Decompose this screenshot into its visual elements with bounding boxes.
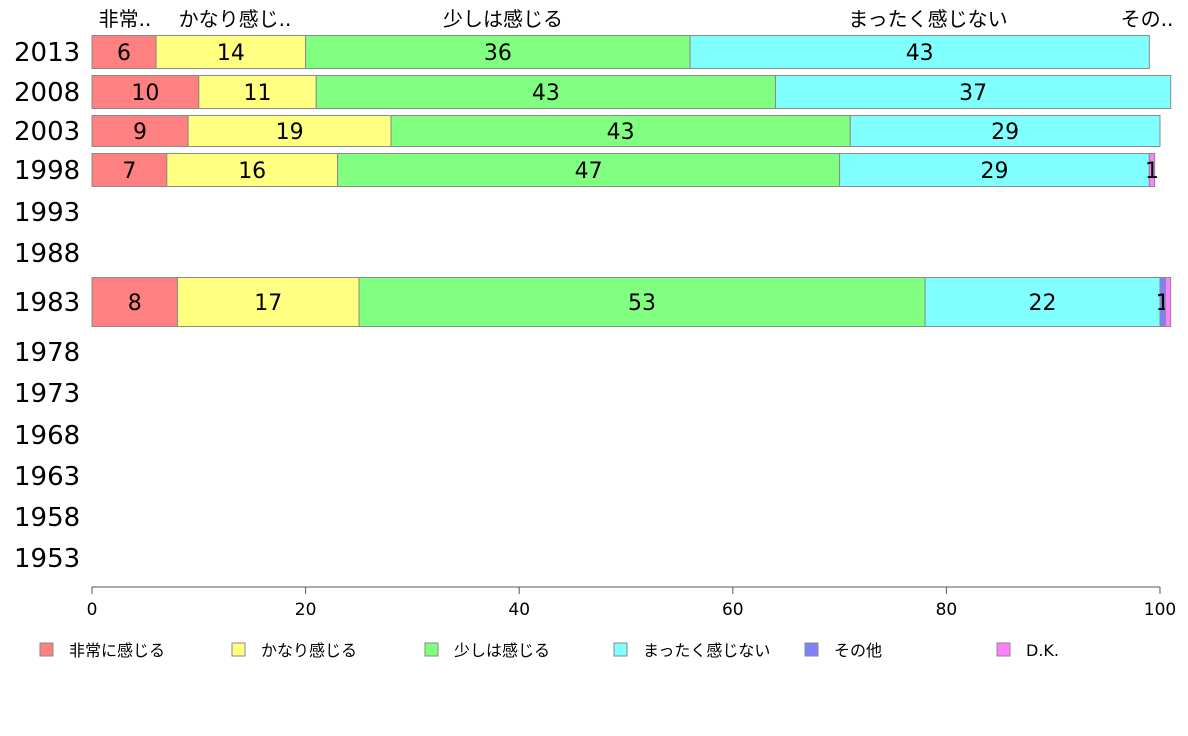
legend-swatch-5 [996,642,1011,657]
legend-label-3: まったく感じない [643,641,770,660]
bar-segment-1998-1 [166,153,339,187]
bar-segment-1983-1 [176,277,360,327]
x-tick-label-20: 20 [295,600,317,620]
bar-segment-2003-3 [849,115,1161,147]
year-label-1988: 1988 [14,239,80,269]
bar-segment-2008-0 [91,75,200,109]
bar-segment-2013-3 [689,35,1150,69]
bar-segment-2003-1 [187,115,392,147]
year-label-1973: 1973 [14,379,80,409]
data-label-1998-1: 16 [238,159,266,184]
data-label-2003-0: 9 [133,120,147,145]
year-label-1993: 1993 [14,198,80,228]
data-label-1983-1: 17 [254,291,282,316]
top-label-notatall: まったく感じない [848,7,1007,31]
legend-label-0: 非常に感じる [69,641,165,660]
year-label-1983: 1983 [14,288,80,318]
legend-swatch-0 [39,642,54,657]
bar-segment-2008-1 [198,75,317,109]
bar-segment-1998-5 [1148,153,1156,187]
data-label-2013-2: 36 [484,41,512,66]
bar-segment-2008-3 [775,75,1172,109]
data-label-2013-0: 6 [117,41,131,66]
year-label-1998: 1998 [14,156,80,186]
bar-segment-2003-0 [91,115,189,147]
year-label-2008: 2008 [14,78,80,108]
data-label-1998-0: 7 [122,159,136,184]
x-tick-label-40: 40 [508,600,530,620]
year-label-2003: 2003 [14,117,80,147]
data-label-1998-5: 1 [1145,159,1159,184]
x-tick-label-100: 100 [1144,600,1176,620]
data-label-2003-1: 19 [276,120,304,145]
data-label-2008-2: 43 [532,81,560,106]
data-label-1998-2: 47 [575,159,603,184]
x-tick-label-60: 60 [722,600,744,620]
bar-segment-2013-1 [155,35,307,69]
data-label-2013-1: 14 [217,41,245,66]
top-label-other: その.. [1121,7,1174,31]
data-label-2008-0: 10 [131,81,159,106]
x-tick-label-80: 80 [936,600,958,620]
top-label-very: 非常.. [99,7,152,31]
legend-label-4: その他 [834,641,882,660]
data-label-2008-1: 11 [244,81,272,106]
year-label-2013: 2013 [14,38,80,68]
top-label-little: 少しは感じる [443,7,563,31]
data-label-2003-2: 43 [607,120,635,145]
x-tick-label-0: 0 [87,600,98,620]
year-label-1963: 1963 [14,462,80,492]
legend-label-5: D.K. [1026,641,1059,660]
data-label-1998-3: 29 [980,159,1008,184]
data-label-1983-3: 22 [1029,291,1057,316]
year-label-1958: 1958 [14,503,80,533]
data-label-2003-3: 29 [991,120,1019,145]
data-label-2013-3: 43 [906,41,934,66]
data-label-1983-0: 8 [128,291,142,316]
legend-label-2: 少しは感じる [454,641,550,660]
bar-segment-1983-5 [1164,277,1172,327]
legend-label-1: かなり感じる [261,641,357,660]
year-label-1968: 1968 [14,421,80,451]
legend-swatch-4 [804,642,819,657]
bar-segment-1998-0 [91,153,168,187]
top-label-fairly: かなり感じ.. [179,7,292,31]
legend-swatch-1 [231,642,246,657]
bar-segment-2008-2 [315,75,777,109]
year-label-1953: 1953 [14,544,80,574]
legend-swatch-2 [424,642,439,657]
bar-segment-2013-2 [305,35,691,69]
bar-segment-2013-0 [91,35,157,69]
data-label-2008-3: 37 [959,81,987,106]
legend-swatch-3 [613,642,628,657]
bar-segment-1998-3 [839,153,1150,187]
data-label-1983-2: 53 [628,291,656,316]
bar-segment-1983-2 [358,277,926,327]
year-label-1978: 1978 [14,338,80,368]
